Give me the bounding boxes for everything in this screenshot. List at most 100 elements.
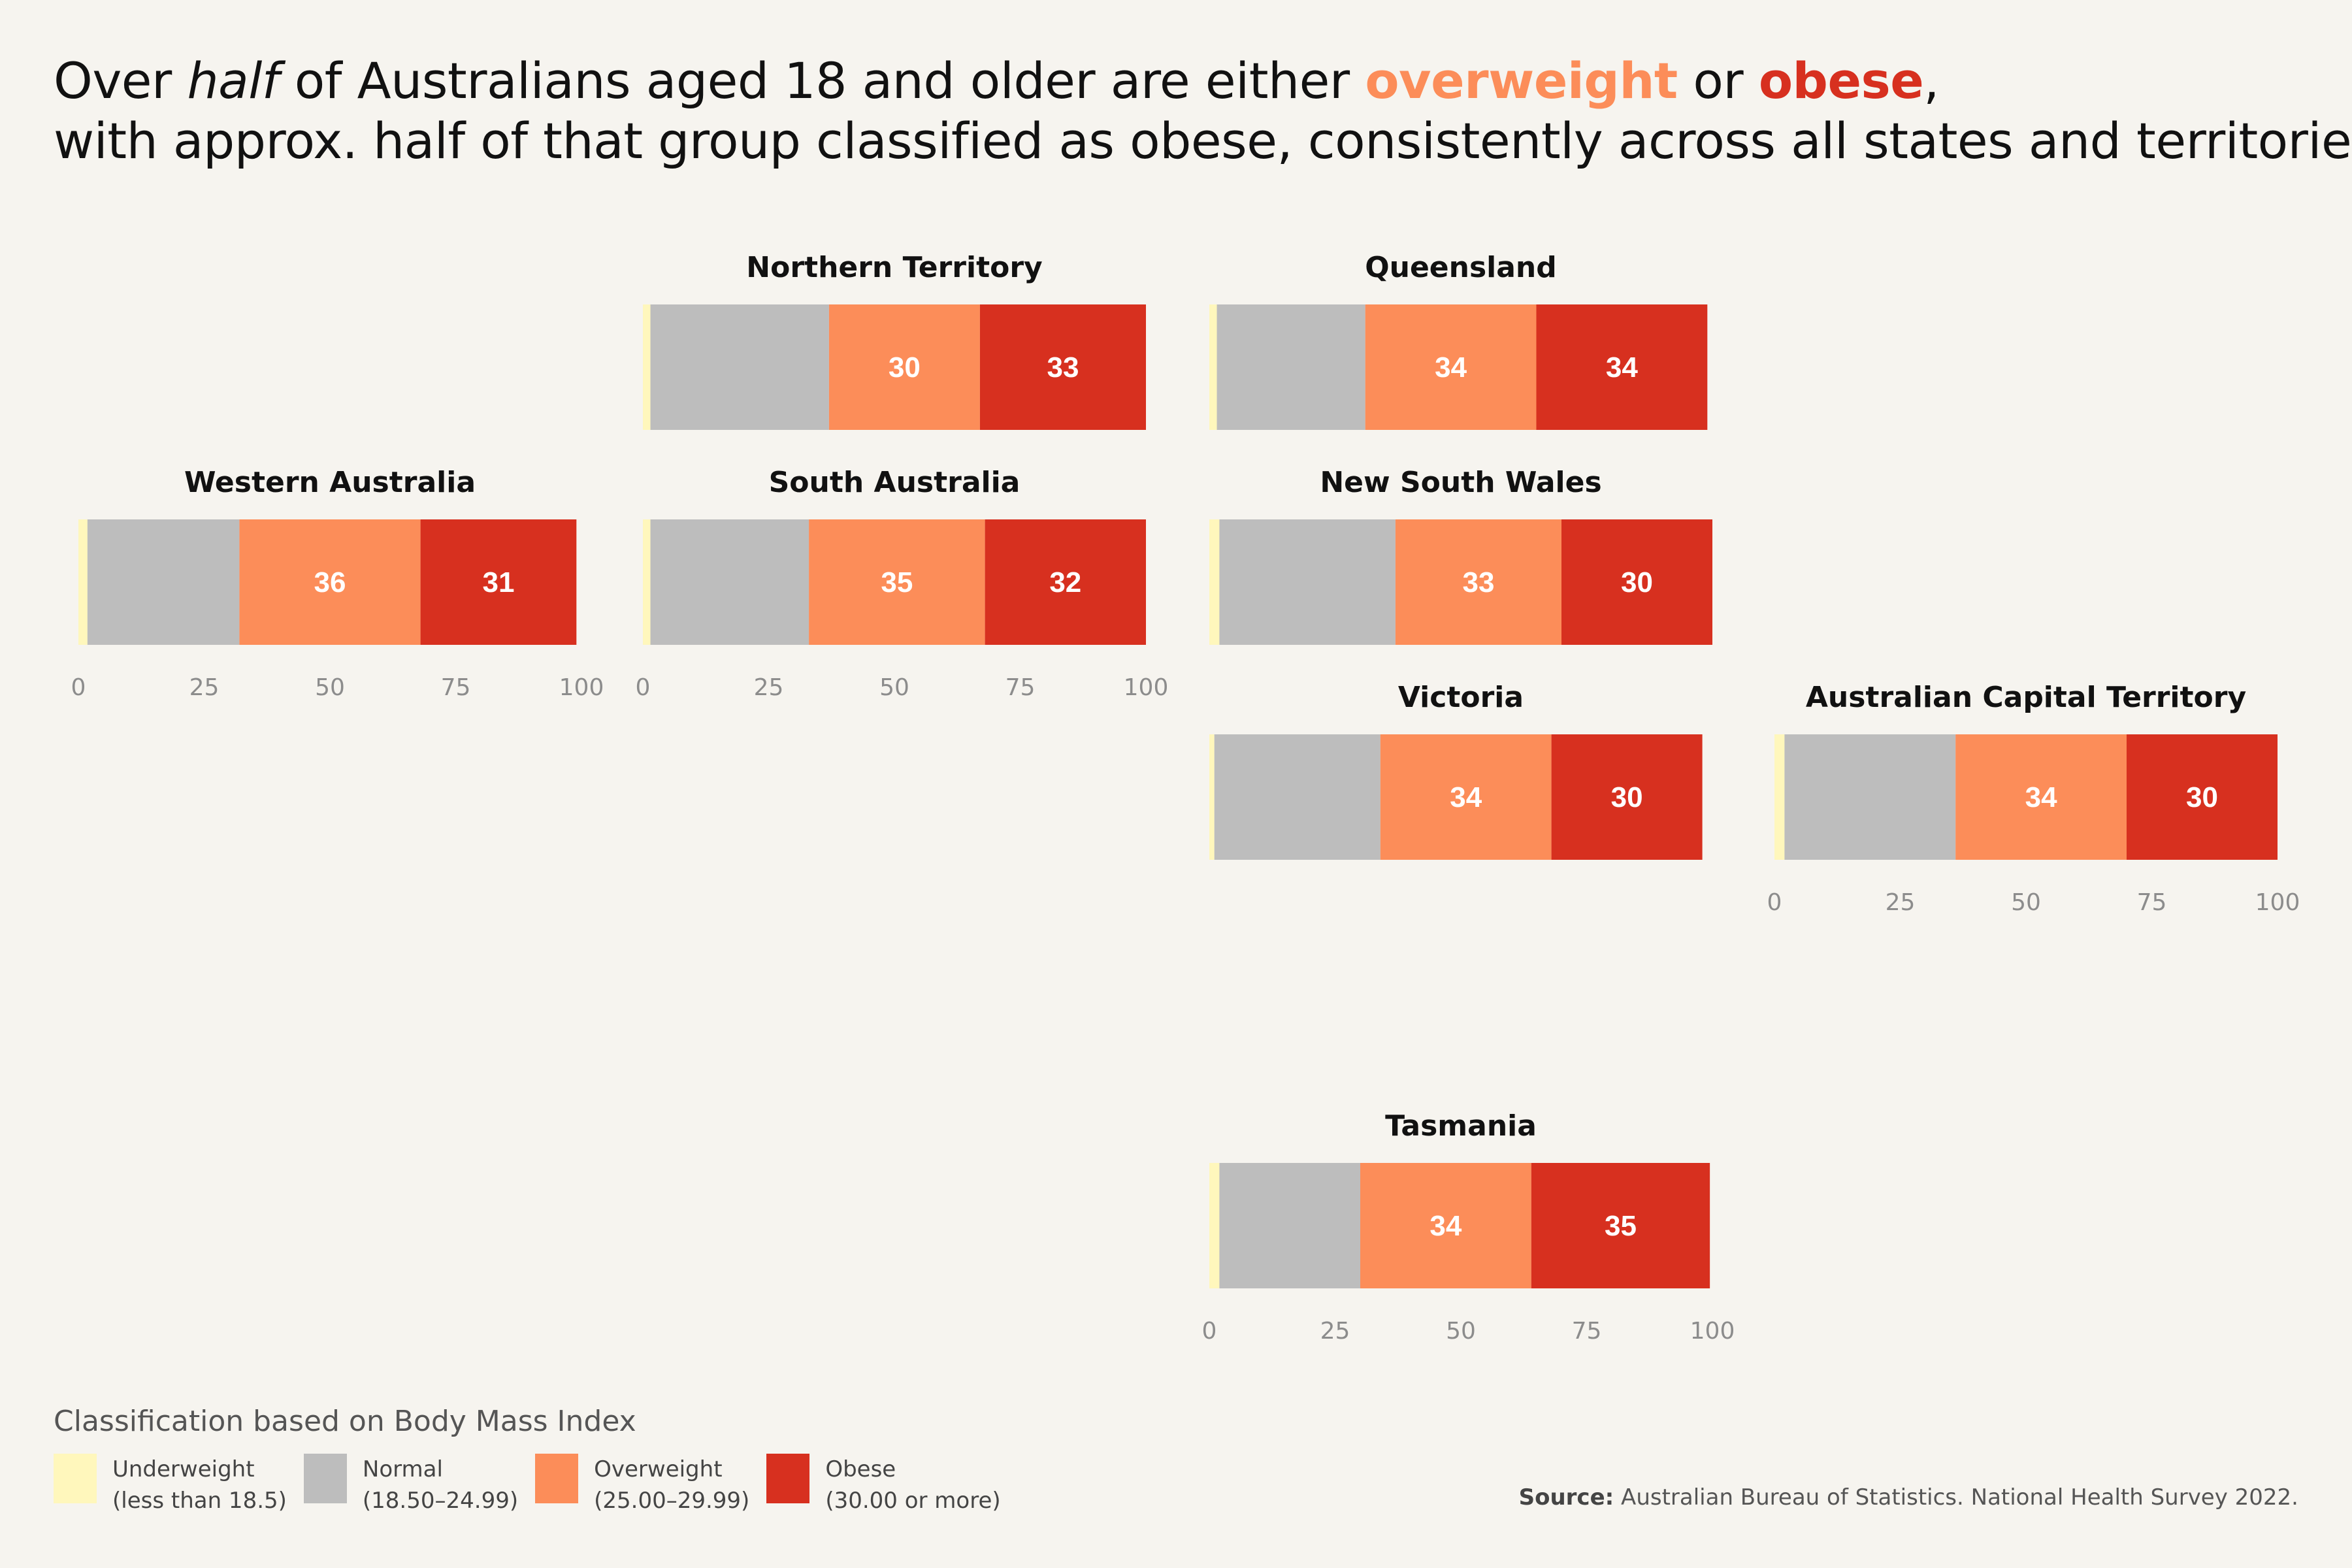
source-label: Source: — [1518, 1484, 1614, 1511]
tick-label-tasmania-0: 0 — [1202, 1318, 1217, 1345]
value-label-tasmania-obese: 35 — [1605, 1210, 1637, 1242]
bar-tasmania-overweight — [1360, 1163, 1531, 1288]
legend-item-underweight: Underweight (less than 18.5) — [54, 1454, 287, 1516]
title-text-a: Over — [54, 52, 188, 110]
tick-label-south-australia-0: 0 — [636, 674, 651, 701]
legend-item-obese: Obese (30.00 or more) — [766, 1454, 1001, 1516]
bar-queensland-overweight — [1365, 304, 1537, 430]
title-line-2: with approx. half of that group classifi… — [54, 112, 2352, 170]
panel-title-queensland: Queensland — [1365, 251, 1557, 284]
legend-title: Classification based on Body Mass Index — [54, 1405, 636, 1438]
bar-south-australia-obese — [985, 519, 1146, 645]
panel-title-tasmania: Tasmania — [1385, 1109, 1537, 1143]
tick-label-australian-capital-territory-100: 100 — [2255, 889, 2300, 916]
bar-tasmania-obese — [1531, 1163, 1710, 1288]
tick-label-western-australia-100: 100 — [559, 674, 604, 701]
bar-new-south-wales-obese — [1561, 519, 1712, 645]
panel-australian-capital-territory: Australian Capital Territory 34 30 0 25 50 75 1… — [1767, 681, 2300, 916]
panel-western-australia: Western Australia 36 31 0 25 50 75 100 — [71, 466, 604, 701]
tick-label-australian-capital-territory-75: 75 — [2137, 889, 2167, 916]
source-note: Source: Australian Bureau of Statistics.… — [1519, 1484, 2298, 1511]
legend-label-underweight: Underweight (less than 18.5) — [112, 1454, 287, 1516]
panel-title-western-australia: Western Australia — [184, 466, 476, 499]
bar-new-south-wales-underweight — [1209, 519, 1220, 645]
bar-northern-territory-normal — [650, 304, 829, 430]
legend-underweight-range: (less than 18.5) — [112, 1488, 287, 1514]
title-emphasis-half: half — [187, 52, 280, 110]
tick-label-western-australia-75: 75 — [441, 674, 471, 701]
legend-item-normal: Normal (18.50–24.99) — [303, 1454, 518, 1516]
value-label-south-australia-overweight: 35 — [881, 566, 913, 598]
bar-western-australia-underweight — [78, 519, 88, 645]
tick-label-south-australia-50: 50 — [879, 674, 909, 701]
bar-south-australia-normal — [650, 519, 809, 645]
legend-label-obese: Obese (30.00 or more) — [825, 1454, 1000, 1516]
value-label-northern-territory-overweight: 30 — [889, 351, 921, 384]
chart-title: Over half of Australians aged 18 and old… — [54, 51, 2352, 171]
legend-underweight-name: Underweight — [112, 1456, 255, 1482]
tick-label-australian-capital-territory-0: 0 — [1767, 889, 1782, 916]
value-label-new-south-wales-obese: 30 — [1621, 566, 1653, 598]
bar-australian-capital-territory-overweight — [1955, 734, 2127, 860]
legend-overweight-name: Overweight — [594, 1456, 723, 1482]
tick-label-western-australia-50: 50 — [315, 674, 345, 701]
tick-label-western-australia-25: 25 — [189, 674, 220, 701]
tick-label-tasmania-25: 25 — [1320, 1318, 1350, 1345]
bar-new-south-wales-overweight — [1395, 519, 1561, 645]
bar-western-australia-obese — [420, 519, 577, 645]
panel-title-northern-territory: Northern Territory — [746, 251, 1042, 284]
tick-label-australian-capital-territory-50: 50 — [2011, 889, 2041, 916]
value-label-new-south-wales-overweight: 33 — [1462, 566, 1494, 598]
bar-australian-capital-territory-normal — [1784, 734, 1956, 860]
value-label-victoria-obese: 30 — [1611, 781, 1643, 813]
legend-item-overweight: Overweight (25.00–29.99) — [535, 1454, 749, 1516]
value-label-australian-capital-territory-overweight: 34 — [2025, 781, 2057, 813]
tick-label-western-australia-0: 0 — [71, 674, 86, 701]
legend-overweight-range: (25.00–29.99) — [594, 1488, 750, 1514]
value-label-western-australia-overweight: 36 — [314, 566, 346, 598]
title-text-b: of Australians aged 18 and older are eit… — [279, 52, 1365, 110]
panel-title-australian-capital-territory: Australian Capital Territory — [1806, 681, 2246, 714]
bar-australian-capital-territory-obese — [2127, 734, 2278, 860]
title-overweight: overweight — [1365, 52, 1678, 110]
bar-victoria-normal — [1214, 734, 1380, 860]
legend-obese-name: Obese — [825, 1456, 896, 1482]
panel-new-south-wales: New South Wales 33 30 — [1209, 466, 1712, 645]
value-label-victoria-overweight: 34 — [1450, 781, 1482, 813]
bar-western-australia-normal — [87, 519, 240, 645]
title-comma: , — [1923, 52, 1939, 110]
value-label-northern-territory-obese: 33 — [1047, 351, 1079, 384]
panel-victoria: Victoria 34 30 — [1209, 681, 1703, 860]
bar-victoria-overweight — [1380, 734, 1552, 860]
tick-label-south-australia-75: 75 — [1005, 674, 1036, 701]
value-label-australian-capital-territory-obese: 30 — [2186, 781, 2218, 813]
tick-label-south-australia-100: 100 — [1124, 674, 1169, 701]
legend: Classification based on Body Mass Index … — [54, 1405, 1018, 1516]
bar-victoria-underweight — [1209, 734, 1215, 860]
bar-queensland-obese — [1536, 304, 1708, 430]
legend-swatch-underweight — [54, 1454, 97, 1503]
title-text-or: or — [1677, 52, 1759, 110]
tick-label-australian-capital-territory-25: 25 — [1886, 889, 1916, 916]
value-label-western-australia-obese: 31 — [482, 566, 514, 598]
legend-label-overweight: Overweight (25.00–29.99) — [594, 1454, 749, 1516]
bar-australian-capital-territory-underweight — [1774, 734, 1785, 860]
panel-title-new-south-wales: New South Wales — [1320, 466, 1601, 499]
bar-south-australia-underweight — [643, 519, 651, 645]
bar-western-australia-overweight — [239, 519, 421, 645]
legend-swatch-obese — [766, 1454, 810, 1503]
value-label-tasmania-overweight: 34 — [1429, 1210, 1462, 1242]
panel-south-australia: South Australia 35 32 0 25 50 75 100 — [636, 466, 1169, 701]
tick-label-tasmania-75: 75 — [1572, 1318, 1602, 1345]
tick-label-south-australia-25: 25 — [754, 674, 784, 701]
tick-label-tasmania-50: 50 — [1446, 1318, 1476, 1345]
bar-northern-territory-underweight — [643, 304, 651, 430]
bar-tasmania-normal — [1219, 1163, 1360, 1288]
panel-title-south-australia: South Australia — [769, 466, 1021, 499]
bar-northern-territory-obese — [979, 304, 1146, 430]
bar-victoria-obese — [1551, 734, 1703, 860]
legend-swatch-normal — [303, 1454, 347, 1503]
bar-south-australia-overweight — [809, 519, 985, 645]
panel-title-victoria: Victoria — [1398, 681, 1524, 714]
